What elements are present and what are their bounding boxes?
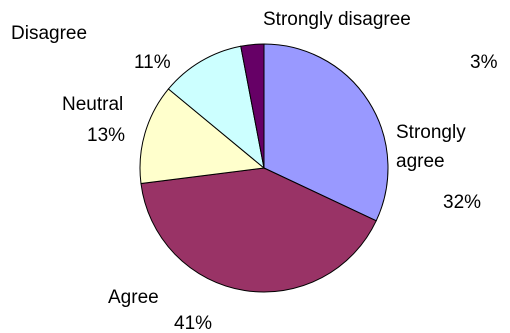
pie-slice-agree — [140, 167, 377, 293]
slice-label-strongly-agree-part: agree — [396, 151, 445, 172]
pie-slice-neutral — [139, 88, 266, 185]
slice-value-strongly-disagree: 3% — [470, 52, 498, 73]
slice-label-neutral: Neutral — [62, 94, 123, 115]
slice-label-agree: Agree — [108, 287, 159, 308]
slice-label-disagree: Disagree — [11, 23, 87, 44]
slice-label-strongly-agree-line1: Strongly agree — [396, 122, 466, 172]
pie-slice-disagree — [167, 45, 265, 170]
slice-value-disagree: 11% — [134, 52, 171, 73]
pie-slices — [139, 43, 389, 293]
pie-slice-strongly-agree — [263, 43, 389, 222]
slice-value-strongly-agree: 32% — [443, 192, 481, 213]
slice-label-strongly-disagree: Strongly disagree — [263, 9, 411, 30]
slice-value-neutral: 13% — [87, 125, 125, 146]
slice-label-strongly-agree-part: Strongly — [396, 122, 466, 143]
pie-slice-strongly-disagree — [240, 43, 265, 169]
slice-value-agree: 41% — [174, 313, 212, 333]
